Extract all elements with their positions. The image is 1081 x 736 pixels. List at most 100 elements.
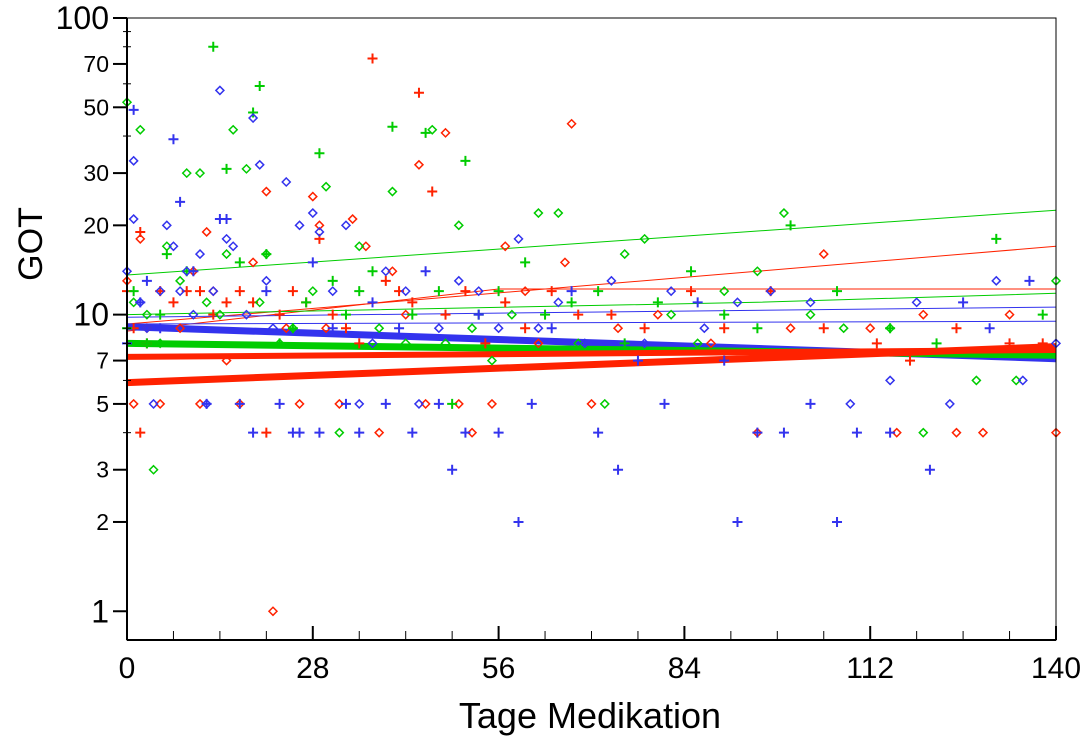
data-point-plus [407, 297, 418, 308]
data-point-plus [573, 309, 584, 320]
y-tick-label: 30 [83, 160, 109, 186]
data-point-diamond [440, 127, 451, 138]
data-point-diamond [944, 398, 955, 409]
data-point-diamond [666, 286, 677, 297]
data-point-diamond [838, 323, 849, 334]
data-point-plus [871, 338, 882, 349]
trend-line-9 [126, 343, 1057, 387]
data-point-diamond [1004, 309, 1015, 320]
data-point-plus [168, 134, 179, 145]
data-point-diamond [155, 338, 166, 349]
data-point-diamond [161, 241, 172, 252]
data-point-diamond [977, 427, 989, 438]
data-point-plus [128, 286, 139, 297]
data-point-plus [274, 398, 285, 409]
data-point-plus [234, 257, 245, 268]
data-point-diamond [254, 297, 265, 308]
data-point-diamond [732, 297, 743, 308]
data-point-plus [407, 427, 418, 438]
data-point-plus [287, 286, 298, 297]
data-point-plus [639, 323, 650, 334]
data-point-plus [340, 398, 351, 409]
data-point-diamond [533, 323, 544, 334]
data-point-plus [168, 297, 179, 308]
data-point-diamond [400, 309, 411, 320]
data-point-diamond [135, 124, 146, 135]
data-point-diamond [619, 249, 630, 260]
y-tick-label: 1 [91, 593, 109, 629]
data-point-plus [367, 53, 378, 64]
data-point-diamond [155, 286, 166, 297]
data-point-diamond [553, 297, 564, 308]
data-point-diamond [128, 297, 139, 308]
x-axis-label: Tage Medikation [459, 695, 721, 736]
data-point-diamond [314, 220, 325, 231]
data-point-plus [546, 323, 557, 334]
data-point-diamond [553, 207, 564, 219]
data-point-plus [686, 266, 697, 277]
data-point-plus [473, 309, 484, 320]
data-point-plus [1037, 309, 1048, 320]
data-point-plus [958, 297, 969, 308]
y-tick-label: 3 [96, 457, 109, 483]
data-point-diamond [208, 286, 219, 297]
data-point-plus [354, 338, 365, 349]
x-tick-label: 140 [1031, 652, 1081, 685]
data-point-diamond [374, 427, 385, 438]
data-point-plus [931, 338, 942, 349]
data-point-diamond [274, 338, 285, 349]
data-point-plus [221, 163, 232, 174]
data-point-diamond [400, 338, 411, 349]
data-point-diamond [201, 297, 212, 308]
data-point-plus [175, 196, 186, 207]
data-point-diamond [533, 207, 544, 219]
data-point-diamond [321, 181, 332, 192]
data-point-plus [294, 427, 305, 438]
data-point-plus [500, 297, 511, 308]
data-point-plus [380, 275, 391, 286]
data-point-plus [719, 309, 730, 320]
trend-line-3 [126, 292, 1057, 316]
data-point-plus [593, 286, 604, 297]
data-point-diamond [194, 249, 206, 260]
data-point-diamond [666, 309, 677, 320]
data-point-plus [832, 286, 843, 297]
y-tick-label: 20 [83, 212, 109, 238]
data-point-plus [785, 220, 796, 231]
data-point-diamond [181, 168, 192, 179]
data-point-plus [261, 286, 272, 297]
data-point-plus [719, 323, 730, 334]
data-point-plus [261, 427, 272, 438]
data-point-plus [340, 309, 351, 320]
data-point-plus [924, 464, 935, 475]
data-point-diamond [918, 427, 929, 438]
data-point-plus [128, 104, 139, 115]
x-tick-label: 56 [482, 652, 515, 685]
data-point-plus [732, 516, 743, 527]
data-point-diamond [354, 398, 365, 409]
data-point-diamond [228, 124, 239, 135]
data-point-plus [805, 398, 816, 409]
data-point-plus [234, 286, 245, 297]
data-point-plus [327, 275, 338, 286]
data-point-diamond [400, 286, 411, 297]
data-point-diamond [486, 398, 498, 409]
data-point-plus [1037, 338, 1048, 349]
data-point-diamond [261, 275, 272, 286]
data-point-plus [208, 41, 219, 52]
data-point-plus [566, 286, 577, 297]
data-point-diamond [307, 207, 318, 219]
data-point-diamond [486, 355, 498, 366]
data-point-diamond [334, 398, 345, 409]
data-point-diamond [287, 323, 298, 334]
data-point-diamond [453, 220, 464, 231]
data-point-diamond [865, 323, 876, 334]
data-point-diamond [327, 286, 338, 297]
trend-line-0 [126, 209, 1057, 276]
data-point-diamond [175, 323, 186, 334]
data-point-diamond [951, 427, 962, 438]
x-tick-label: 28 [296, 652, 329, 685]
data-point-diamond [805, 297, 816, 308]
data-point-diamond [891, 427, 902, 438]
data-point-plus [1024, 275, 1035, 286]
